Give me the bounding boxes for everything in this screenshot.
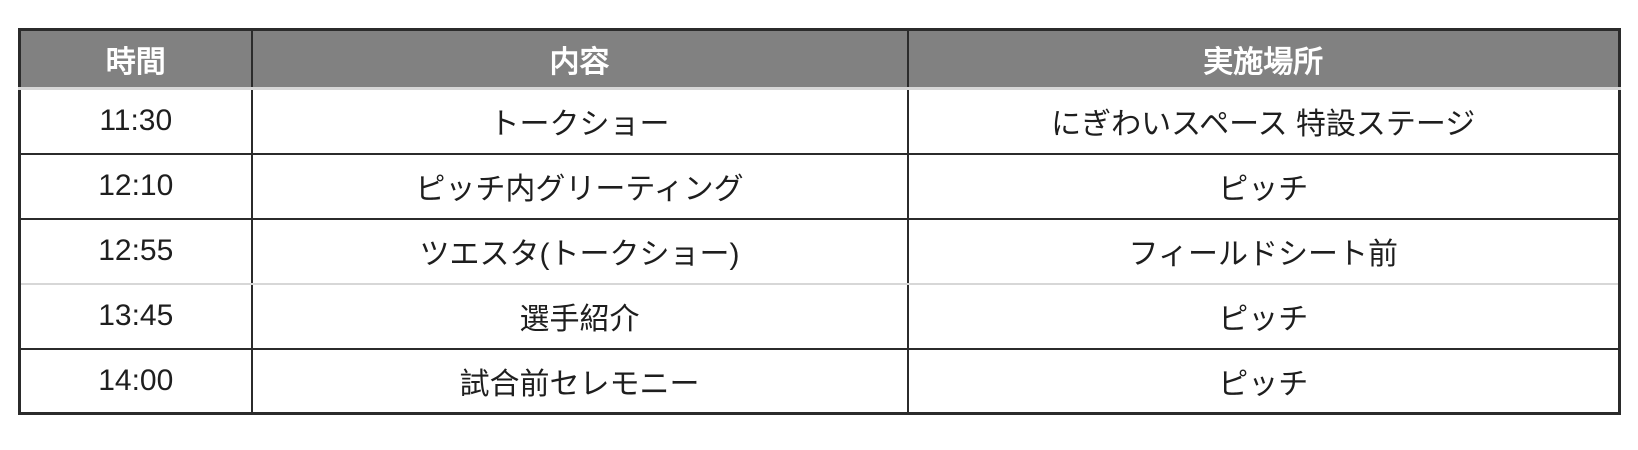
cell-location: ピッチ	[906, 348, 1620, 414]
cell-content: トークショー	[250, 88, 908, 155]
cell-content: 試合前セレモニー	[250, 348, 908, 414]
cell-location: ピッチ	[906, 153, 1620, 220]
event-schedule-table: 時間 内容 実施場所 11:30 トークショー にぎわいスペース 特設ステージ …	[18, 28, 1621, 415]
table-body: 11:30 トークショー にぎわいスペース 特設ステージ 12:10 ピッチ内グ…	[19, 88, 1620, 414]
table-row: 13:45 選手紹介 ピッチ	[19, 283, 1620, 350]
cell-location: にぎわいスペース 特設ステージ	[906, 88, 1620, 155]
table-row: 12:10 ピッチ内グリーティング ピッチ	[19, 153, 1620, 220]
cell-content: ピッチ内グリーティング	[250, 153, 908, 220]
cell-time: 12:10	[19, 153, 252, 220]
cell-time: 11:30	[19, 88, 252, 155]
table-row: 11:30 トークショー にぎわいスペース 特設ステージ	[19, 88, 1620, 155]
cell-location: ピッチ	[906, 283, 1620, 350]
cell-time: 13:45	[19, 283, 252, 350]
cell-content: ツエスタ(トークショー)	[250, 218, 908, 285]
column-header-content: 内容	[250, 29, 908, 90]
table-row: 12:55 ツエスタ(トークショー) フィールドシート前	[19, 218, 1620, 285]
column-header-location: 実施場所	[906, 29, 1620, 90]
cell-time: 14:00	[19, 348, 252, 414]
cell-location: フィールドシート前	[906, 218, 1620, 285]
table-row: 14:00 試合前セレモニー ピッチ	[19, 348, 1620, 414]
table-header: 時間 内容 実施場所	[19, 29, 1620, 90]
cell-time: 12:55	[19, 218, 252, 285]
header-row: 時間 内容 実施場所	[19, 29, 1620, 90]
cell-content: 選手紹介	[250, 283, 908, 350]
column-header-time: 時間	[19, 29, 252, 90]
